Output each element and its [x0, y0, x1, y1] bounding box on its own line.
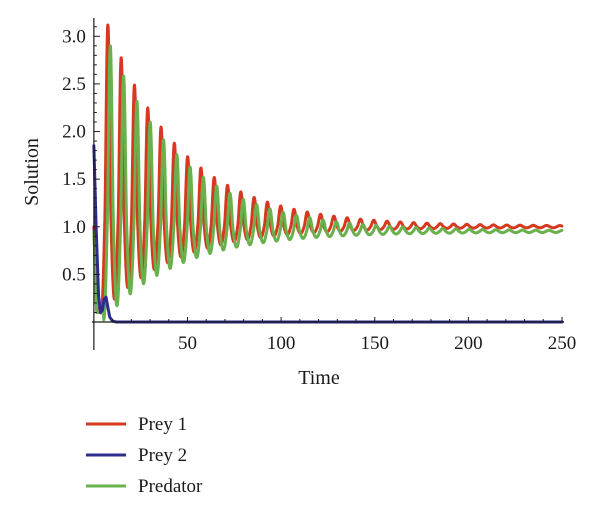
- legend-label: Prey 1: [138, 414, 187, 435]
- y-tick-label: 3.0: [62, 26, 86, 47]
- x-axis-label: Time: [298, 367, 340, 389]
- series-line-prey-2: [92, 144, 564, 324]
- plot-area: 50 100 150 200 250 0.5 1.0 1.5 2.0 2.5 3.0: [62, 18, 576, 354]
- x-tick-label: 50: [178, 333, 197, 354]
- y-axis-label: Solution: [21, 138, 43, 206]
- legend-label: Prey 2: [138, 445, 187, 466]
- y-ticks: 0.5 1.0 1.5 2.0 2.5 3.0: [62, 26, 100, 313]
- x-tick-label: 250: [548, 333, 577, 354]
- y-tick-label: 1.5: [62, 169, 86, 190]
- series-line-predator: [92, 44, 564, 322]
- series-layer: [92, 23, 564, 324]
- x-tick-label: 100: [267, 333, 296, 354]
- x-tick-label: 200: [454, 333, 483, 354]
- legend: Prey 1 Prey 2 Predator: [86, 414, 203, 497]
- legend-label: Predator: [138, 476, 203, 497]
- y-tick-label: 2.5: [62, 74, 86, 95]
- y-tick-label: 0.5: [62, 264, 86, 285]
- y-tick-label: 2.0: [62, 122, 86, 143]
- x-tick-label: 150: [360, 333, 389, 354]
- x-ticks: 50 100 150 200 250: [112, 317, 577, 354]
- y-tick-label: 1.0: [62, 217, 86, 238]
